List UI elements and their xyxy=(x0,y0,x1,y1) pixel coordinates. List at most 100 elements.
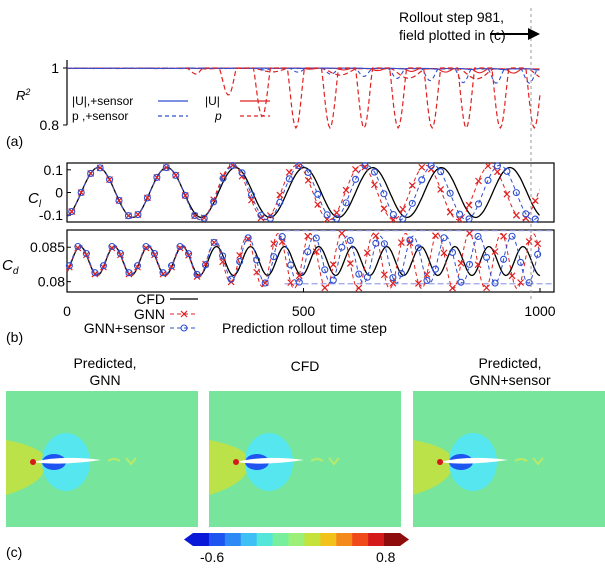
b-cl-gnn-marker xyxy=(353,166,359,172)
b-cd-sensor-marker xyxy=(330,277,336,283)
b-cl-gnn-marker xyxy=(438,186,444,192)
colorbar-segment xyxy=(209,533,225,546)
b-cl-cfd-line xyxy=(67,168,540,218)
b-cl-gnn-marker xyxy=(476,178,482,184)
b-cl-gnn-marker xyxy=(400,206,406,212)
field-panel-gnn-sensor xyxy=(413,391,605,527)
colorbar-segment xyxy=(289,533,305,546)
b-cd-gnn-marker xyxy=(467,230,473,236)
field-title-gnn-sensor: Predicted, GNN+sensor xyxy=(440,355,580,389)
b-cl-gnn-marker xyxy=(409,182,415,188)
colorbar-segment xyxy=(336,533,352,546)
a-series-p-deep xyxy=(185,68,540,128)
colorbar-segment xyxy=(241,533,257,546)
b-cl-sensor-marker xyxy=(315,191,321,197)
b-cl-gnn-marker xyxy=(286,169,292,175)
b-cl-gnn-marker xyxy=(504,191,510,197)
b-cl-sensor-marker xyxy=(476,201,482,207)
field-panel-gnn xyxy=(6,391,198,527)
colorbar-max-label: 0.8 xyxy=(376,549,396,565)
b-cd-sensor-line xyxy=(67,236,540,283)
panel-label-c: (c) xyxy=(6,544,22,560)
b-cd-sensor-marker xyxy=(339,244,345,250)
b-cd-sensor-marker xyxy=(441,235,447,241)
a-legend-p-sensor: p ,+sensor xyxy=(72,109,128,123)
field-stagnation-point xyxy=(233,459,239,465)
b-cl-ytick-label: 0.1 xyxy=(44,162,64,178)
b-cd-ytick-label: 0.085 xyxy=(30,239,65,255)
b-cl-gnn-marker xyxy=(277,192,283,198)
b-cl-gnn-marker xyxy=(419,164,425,170)
colorbar-low-arrow xyxy=(184,533,193,546)
colorbar-segment xyxy=(257,533,273,546)
field-stagnation-point xyxy=(437,459,443,465)
b-cl-sensor-marker xyxy=(457,211,463,217)
annotation-line2: field plotted in (c) xyxy=(399,27,506,43)
b-cl-gnn-marker xyxy=(371,182,377,188)
b-cd-ylabel: Cd xyxy=(2,257,19,277)
figure-canvas: 10.8R2|U|,+sensorp ,+sensor|U|p0.10-0.1C… xyxy=(0,0,605,569)
b-cl-gnn-marker xyxy=(343,187,349,193)
b-cl-ylabel: Cl xyxy=(28,190,42,210)
b-cl-gnn-marker xyxy=(334,210,340,216)
b-cl-gnn-marker xyxy=(466,202,472,208)
b-cl-gnn-marker xyxy=(532,198,538,204)
b-cl-gnn-marker xyxy=(381,206,387,212)
field-title-cfd: CFD xyxy=(240,358,370,375)
b-cd-gnn-marker xyxy=(339,230,345,236)
colorbar-segment xyxy=(320,533,336,546)
b-cl-gnn-marker xyxy=(305,177,311,183)
b-cl-gnn-marker xyxy=(494,169,500,175)
b-cd-sensor-marker xyxy=(492,280,498,286)
field-title-gnn: Predicted, GNN xyxy=(40,355,170,389)
b-cd-sensor-marker xyxy=(364,274,370,280)
b-cd-gnn-marker xyxy=(501,233,507,239)
b-cd-gnn-marker xyxy=(271,241,277,247)
a-ytick-label-0.8: 0.8 xyxy=(40,117,60,133)
field-stagnation-point xyxy=(30,459,36,465)
b-cd-gnn-marker xyxy=(398,240,404,246)
b-cl-ytick-label: -0.1 xyxy=(39,207,63,223)
b-xtick-label: 500 xyxy=(292,303,316,319)
b-cd-gnn-marker xyxy=(484,285,490,291)
panel-label-b: (b) xyxy=(6,329,23,345)
colorbar-segment xyxy=(193,533,209,546)
rollout-arrow-head xyxy=(528,28,540,40)
colorbar-segment xyxy=(304,533,320,546)
a-legend-p: p xyxy=(214,109,222,123)
b-cl-gnn-marker xyxy=(315,202,321,208)
b-cd-gnn-marker xyxy=(518,279,524,285)
a-ylabel: R2 xyxy=(16,87,30,103)
annotation-line1: Rollout step 981, xyxy=(399,9,504,25)
b-cl-gnn-marker xyxy=(447,209,453,215)
b-xtick-label: 1000 xyxy=(524,303,555,319)
b-cl-ytick-label: 0 xyxy=(55,185,63,201)
colorbar-segment xyxy=(352,533,368,546)
a-legend-umag-sensor: |U|,+sensor xyxy=(72,94,133,108)
colorbar-segment xyxy=(225,533,241,546)
b-legend-gnn-sensor: GNN+sensor xyxy=(84,320,166,336)
b-cl-sensor-marker xyxy=(381,191,387,197)
b-cd-gnn-marker xyxy=(373,233,379,239)
colorbar-segment xyxy=(273,533,289,546)
b-cl-gnn-marker xyxy=(513,212,519,218)
b-xtick-label: 0 xyxy=(63,303,71,319)
b-cl-sensor-marker xyxy=(504,168,510,174)
b-cl-gnn-marker xyxy=(485,163,491,169)
a-legend-umag: |U| xyxy=(205,94,220,108)
b-cd-ytick-label: 0.08 xyxy=(38,274,65,290)
b-legend-cfd: CFD xyxy=(136,291,165,307)
panel-label-a: (a) xyxy=(6,133,23,149)
colorbar-segment xyxy=(384,533,400,546)
b-cl-sensor-marker xyxy=(419,177,425,183)
b-xlabel: Prediction rollout time step xyxy=(222,320,387,336)
b-cd-gnn-marker xyxy=(432,233,438,239)
b-cl-sensor-marker xyxy=(390,212,396,218)
colorbar-high-arrow xyxy=(400,533,409,546)
field-panel-cfd xyxy=(209,391,401,527)
b-cd-gnn-marker xyxy=(322,285,328,291)
a-ytick-label-1: 1 xyxy=(51,60,59,76)
b-cd-gnn-marker xyxy=(288,280,294,286)
colorbar-segment xyxy=(368,533,384,546)
b-cd-gnn-marker xyxy=(305,233,311,239)
